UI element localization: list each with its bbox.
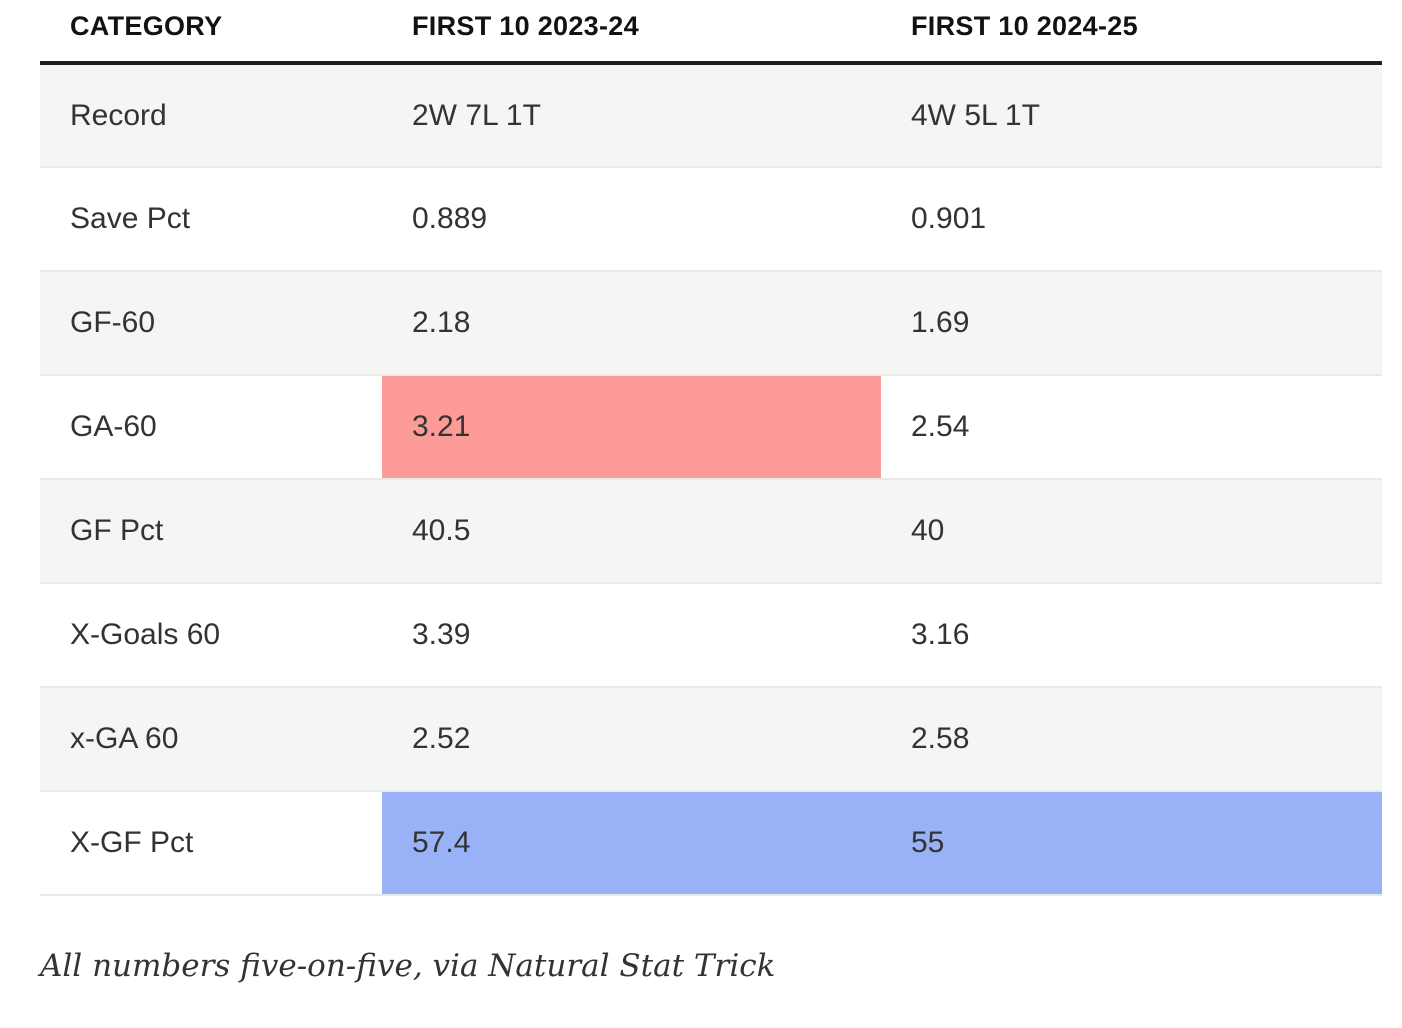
stats-table: CATEGORY FIRST 10 2023-24 FIRST 10 2024-…: [40, 0, 1382, 896]
value-cell-2024-25: 1.69: [881, 271, 1382, 376]
value-cell-2024-25: 55: [881, 791, 1382, 896]
table-row: Record 2W 7L 1T 4W 5L 1T: [40, 63, 1382, 168]
category-cell: X-Goals 60: [40, 583, 382, 688]
header-row: CATEGORY FIRST 10 2023-24 FIRST 10 2024-…: [40, 0, 1382, 63]
value-cell-2024-25: 2.54: [881, 375, 1382, 480]
table-header: CATEGORY FIRST 10 2023-24 FIRST 10 2024-…: [40, 0, 1382, 63]
value-cell-2023-24: 3.39: [382, 583, 881, 688]
value-cell-2023-24: 40.5: [382, 479, 881, 584]
value-cell-2024-25: 4W 5L 1T: [881, 63, 1382, 168]
category-cell: GA-60: [40, 375, 382, 480]
category-cell: Record: [40, 63, 382, 168]
category-cell: GF-60: [40, 271, 382, 376]
category-cell: x-GA 60: [40, 687, 382, 792]
table-row: GF-60 2.18 1.69: [40, 271, 1382, 376]
value-cell-2023-24: 2.52: [382, 687, 881, 792]
value-cell-2023-24: 2.18: [382, 271, 881, 376]
value-cell-2024-25: 2.58: [881, 687, 1382, 792]
category-cell: Save Pct: [40, 167, 382, 272]
value-cell-2023-24: 2W 7L 1T: [382, 63, 881, 168]
value-cell-2024-25: 40: [881, 479, 1382, 584]
category-cell: X-GF Pct: [40, 791, 382, 896]
table-row: GA-60 3.21 2.54: [40, 375, 1382, 480]
table-row: X-Goals 60 3.39 3.16: [40, 583, 1382, 688]
table-body: Record 2W 7L 1T 4W 5L 1T Save Pct 0.889 …: [40, 63, 1382, 896]
value-cell-2024-25: 3.16: [881, 583, 1382, 688]
column-header-category: CATEGORY: [70, 11, 223, 41]
value-cell-2024-25: 0.901: [881, 167, 1382, 272]
article-table-graphic: CATEGORY FIRST 10 2023-24 FIRST 10 2024-…: [40, 0, 1382, 984]
value-cell-2023-24: 57.4: [382, 791, 881, 896]
table-row: Save Pct 0.889 0.901: [40, 167, 1382, 272]
table-row: X-GF Pct 57.4 55: [40, 791, 1382, 896]
column-header-first10-2023-24: FIRST 10 2023-24: [412, 11, 639, 41]
category-cell: GF Pct: [40, 479, 382, 584]
table-row: GF Pct 40.5 40: [40, 479, 1382, 584]
value-cell-2023-24: 3.21: [382, 375, 881, 480]
value-cell-2023-24: 0.889: [382, 167, 881, 272]
table-caption: All numbers five-on-five, via Natural St…: [40, 948, 776, 984]
column-header-first10-2024-25: FIRST 10 2024-25: [911, 11, 1138, 41]
table-row: x-GA 60 2.52 2.58: [40, 687, 1382, 792]
